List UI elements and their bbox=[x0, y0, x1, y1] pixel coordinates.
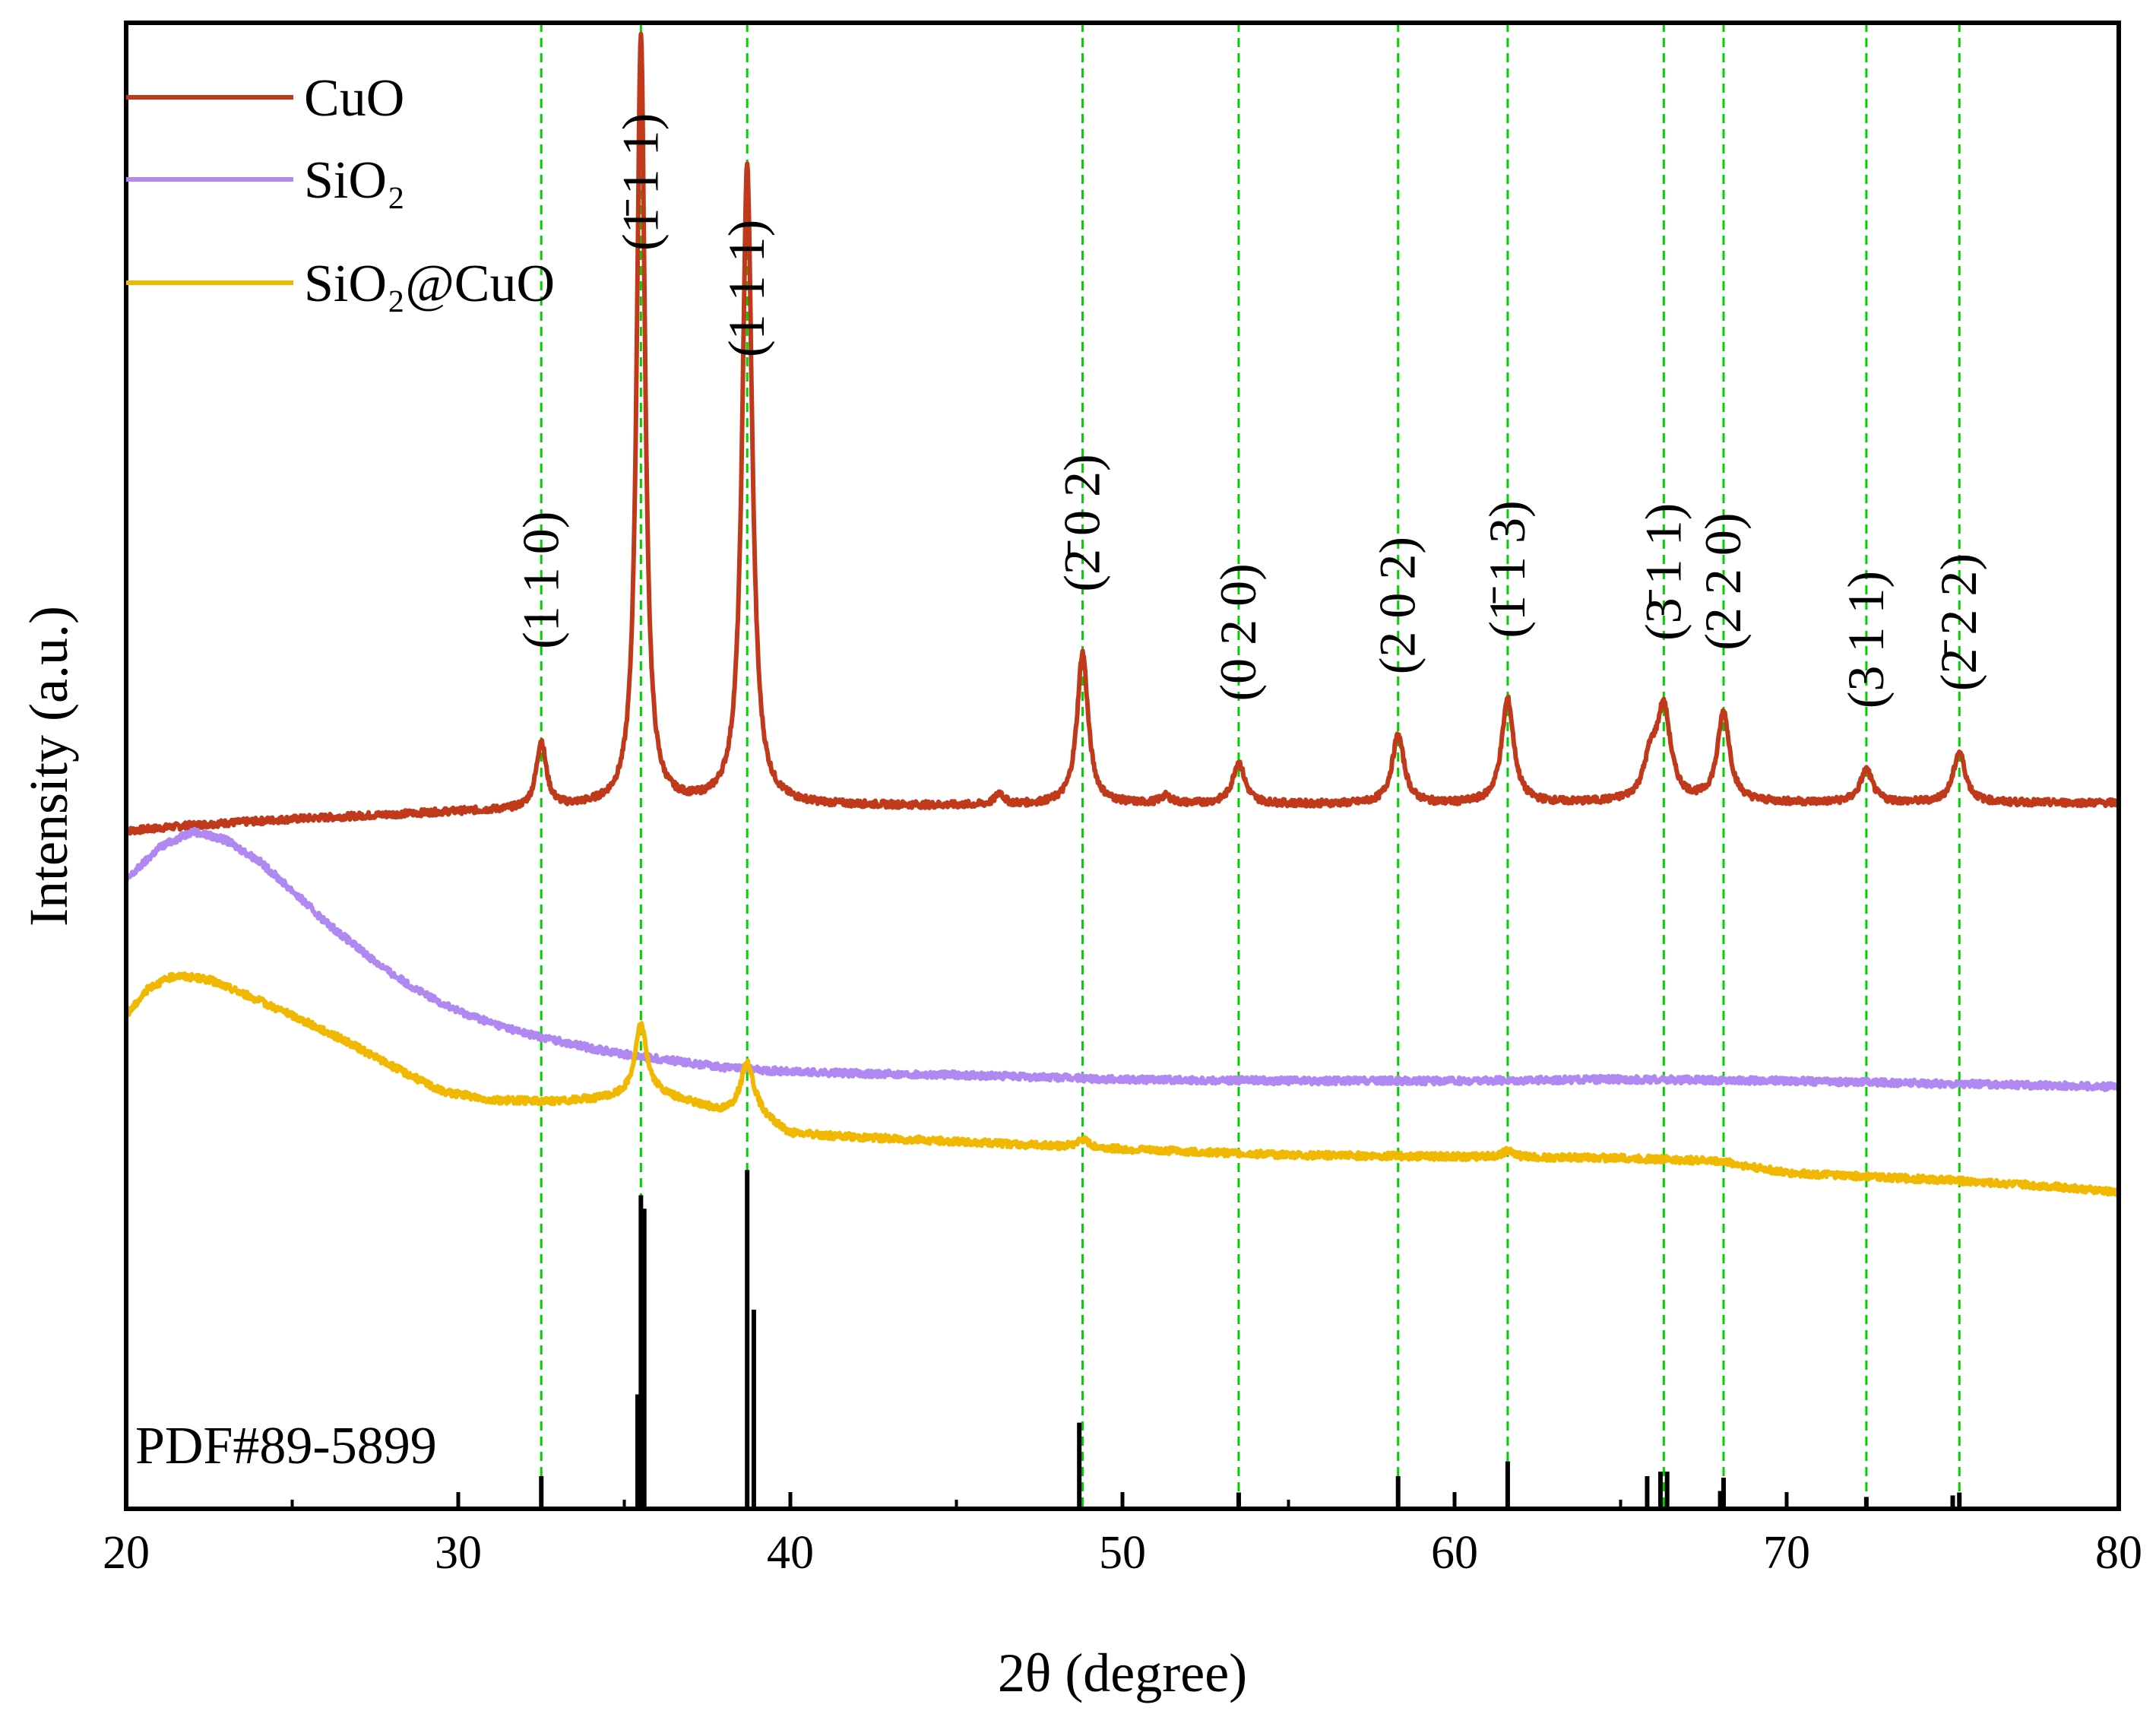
hkl-label-9: (3 1 1) bbox=[1837, 571, 1895, 708]
hkl-label-1: (1̄ 1 1) bbox=[611, 113, 669, 251]
hkl-label-0: (1 1 0) bbox=[511, 512, 569, 649]
series-line-2 bbox=[124, 971, 2121, 1198]
y-axis-title: Intensity (a.u.) bbox=[18, 606, 79, 927]
series-lines bbox=[124, 31, 2121, 1198]
legend-label-2: SiO₂@CuO bbox=[304, 255, 555, 313]
hkl-label-10: (2̄ 2 2) bbox=[1930, 553, 1987, 691]
x-axis: 20 30 40 50 60 70 80 bbox=[103, 1492, 2142, 1579]
pdf-reference-label: PDF#89-5899 bbox=[135, 1417, 437, 1475]
legend-label-0: CuO bbox=[304, 69, 404, 128]
series-line-0 bbox=[124, 31, 2121, 836]
x-axis-title: 2θ (degree) bbox=[998, 1643, 1247, 1703]
x-tick-label-4: 60 bbox=[1431, 1527, 1478, 1579]
hkl-label-6: (1̄ 1 3) bbox=[1478, 500, 1536, 638]
hkl-label-3: (2̄ 0 2) bbox=[1053, 454, 1111, 591]
x-tick-label-2: 40 bbox=[767, 1527, 814, 1579]
pdf-stick-pattern bbox=[539, 1170, 1962, 1509]
legend-label-1: SiO₂ bbox=[304, 151, 405, 210]
legend: CuO SiO₂ SiO₂@CuO bbox=[126, 69, 555, 313]
x-tick-label-6: 80 bbox=[2095, 1527, 2142, 1579]
x-tick-label-3: 50 bbox=[1099, 1527, 1146, 1579]
hkl-labels: (1 1 0) (1̄ 1 1) (1 1 1) (2̄ 0 2) (0 2 0) (2 … bbox=[511, 113, 1987, 709]
hkl-label-5: (2 0 2) bbox=[1369, 537, 1426, 674]
hkl-label-2: (1 1 1) bbox=[717, 220, 775, 357]
hkl-label-4: (0 2 0) bbox=[1209, 563, 1267, 701]
x-tick-label-5: 70 bbox=[1763, 1527, 1810, 1579]
hkl-label-8: (2 2 0) bbox=[1694, 512, 1752, 650]
series-line-1 bbox=[124, 826, 2121, 1092]
hkl-label-7: (3̄ 1 1) bbox=[1634, 503, 1692, 641]
x-tick-label-0: 20 bbox=[103, 1527, 150, 1579]
x-tick-label-1: 30 bbox=[435, 1527, 482, 1579]
